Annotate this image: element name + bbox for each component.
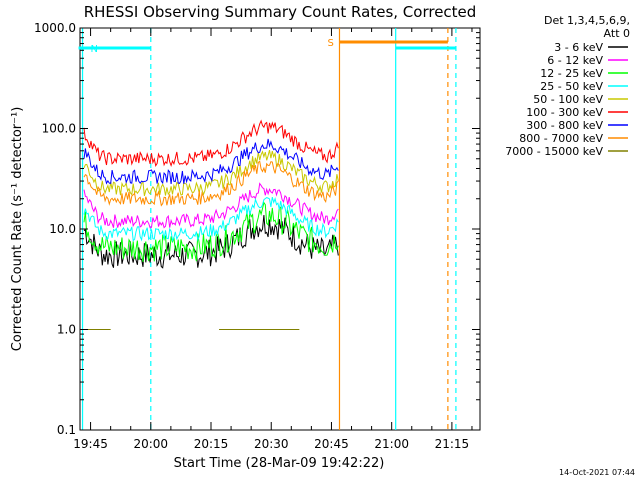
series-lines	[80, 119, 339, 330]
x-axis: 19:45 20:00 20:15 20:30 20:45 21:00 21:15	[73, 28, 473, 451]
y-axis: 0.1 1.0 10.0 100.0 1000.0	[34, 21, 480, 437]
legend-entry-label: 100 - 300 keV	[526, 106, 603, 119]
series-line	[83, 201, 339, 262]
legend-entry-label: 800 - 7000 keV	[519, 132, 603, 145]
y-tick-label: 1000.0	[34, 21, 76, 35]
x-tick-label: 20:45	[314, 437, 349, 451]
vertical-markers	[81, 28, 457, 430]
series-line	[83, 182, 339, 229]
y-tick-label: 1.0	[57, 323, 76, 337]
x-tick-label: 21:00	[374, 437, 409, 451]
legend-entry-label: 50 - 100 keV	[533, 93, 603, 106]
annotation-label: S	[327, 38, 333, 49]
x-tick-label: 20:30	[254, 437, 289, 451]
legend-entry-label: 300 - 800 keV	[526, 119, 603, 132]
y-axis-label: Corrected Count Rate (s⁻¹ detector⁻¹)	[10, 107, 25, 352]
chart-title: RHESSI Observing Summary Count Rates, Co…	[84, 3, 477, 21]
legend-entry-label: 7000 - 15000 keV	[505, 145, 603, 158]
legend-entry-label: 25 - 50 keV	[540, 80, 603, 93]
y-tick-label: 0.1	[57, 423, 76, 437]
legend-entry-label: 3 - 6 keV	[554, 41, 603, 54]
x-axis-label: Start Time (28-Mar-09 19:42:22)	[174, 456, 385, 471]
x-tick-label: 21:15	[435, 437, 470, 451]
legend-entry-label: 6 - 12 keV	[547, 54, 603, 67]
plot-area: NS	[78, 27, 481, 431]
series-line	[83, 119, 339, 168]
series-line	[83, 149, 339, 197]
series-line	[83, 160, 339, 207]
plot-frame	[79, 27, 481, 431]
x-tick-label: 20:15	[194, 437, 229, 451]
annotation-bars: NS	[78, 38, 456, 55]
x-tick-label: 19:45	[73, 437, 108, 451]
x-tick-label: 20:00	[133, 437, 168, 451]
series-line	[83, 138, 339, 185]
legend-entry-label: 12 - 25 keV	[540, 67, 603, 80]
annotation-label: N	[91, 44, 98, 55]
y-tick-label: 10.0	[49, 222, 76, 236]
footer-timestamp: 14-Oct-2021 07:44	[559, 468, 635, 477]
legend-header-line-2: Att 0	[604, 27, 630, 40]
y-tick-label: 100.0	[42, 122, 76, 136]
legend-header-line-1: Det 1,3,4,5,6,9,	[544, 14, 630, 27]
series-line	[83, 196, 339, 243]
